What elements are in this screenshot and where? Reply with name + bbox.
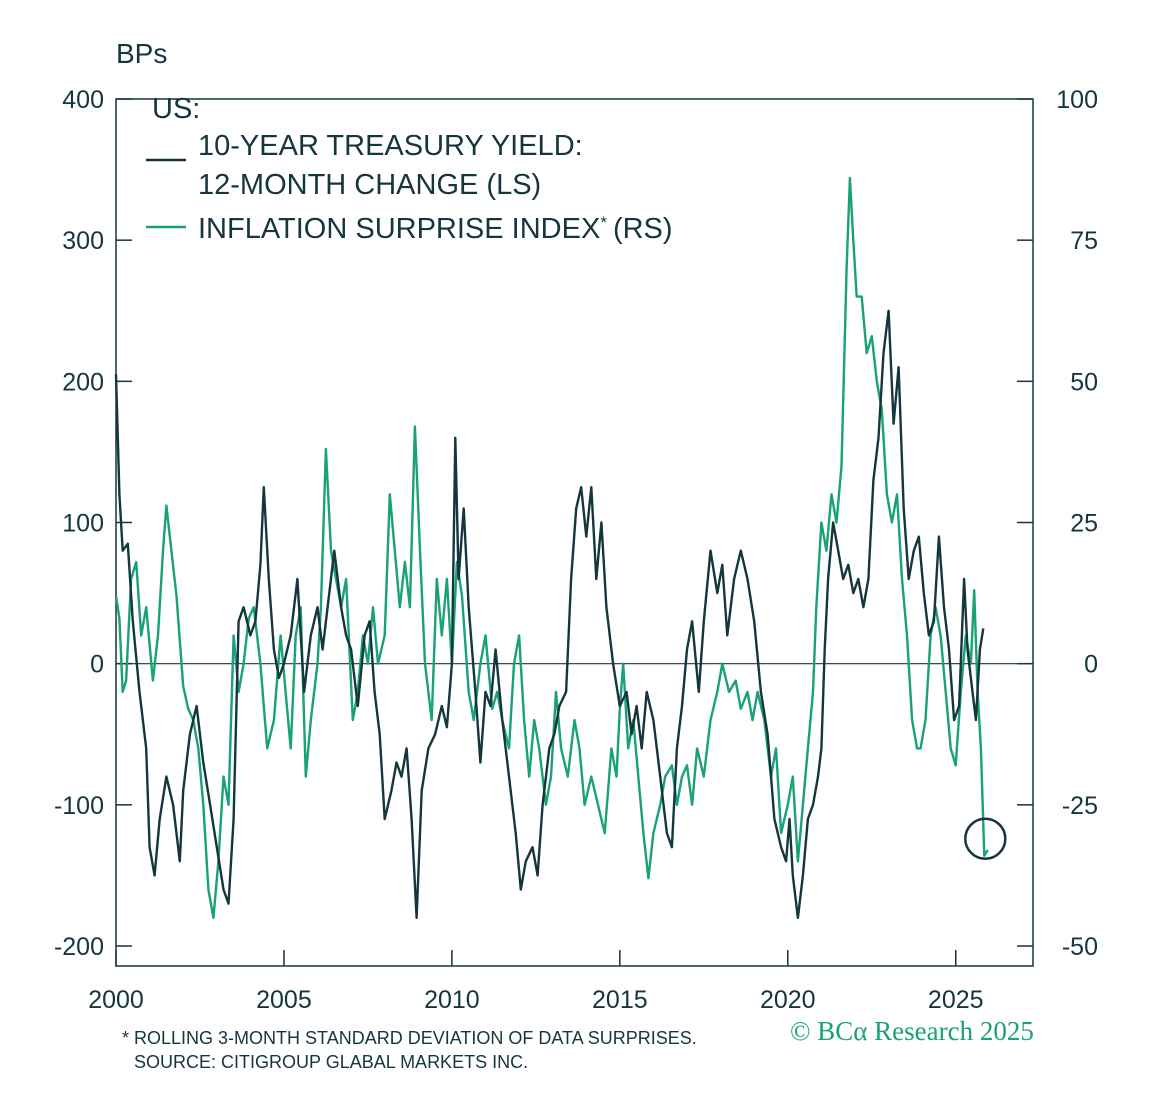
right-tick-label: -50 bbox=[1062, 933, 1098, 961]
legend: US: 10-YEAR TREASURY YIELD: 12-MONTH CHA… bbox=[146, 93, 673, 245]
x-tick-label: 2020 bbox=[760, 986, 816, 1014]
x-tick-label: 2025 bbox=[928, 986, 984, 1014]
series-layer bbox=[114, 176, 989, 919]
legend-label-treasury-line1: 10-YEAR TREASURY YIELD: bbox=[198, 130, 583, 162]
plot-frame bbox=[115, 98, 1034, 967]
right-tick-label: 50 bbox=[1070, 368, 1098, 396]
series-line-inflation bbox=[114, 176, 989, 919]
legend-footnote-marker: * bbox=[600, 213, 607, 232]
left-tick-label: -100 bbox=[54, 792, 104, 820]
right-tick-label: 75 bbox=[1070, 227, 1098, 255]
series-line-treasury bbox=[114, 309, 985, 919]
right-tick-label: 0 bbox=[1084, 651, 1098, 679]
right-tick-label: 25 bbox=[1070, 510, 1098, 538]
legend-label-inflation-suffix: (RS) bbox=[613, 213, 673, 245]
left-tick-label: -200 bbox=[54, 933, 104, 961]
source-note: SOURCE: CITIGROUP GLABAL MARKETS INC. bbox=[134, 1052, 528, 1072]
tick-layer: -200 -100 0 100 200 300 400 -50 -25 0 25 50 75 100 200… bbox=[54, 86, 1098, 1014]
x-tick-label: 2015 bbox=[592, 986, 648, 1014]
legend-region-label: US: bbox=[152, 93, 200, 125]
x-tick-label: 2000 bbox=[88, 986, 144, 1014]
left-tick-label: 300 bbox=[62, 227, 104, 255]
left-tick-label: 400 bbox=[62, 86, 104, 114]
latest-reading-circle bbox=[964, 817, 1007, 860]
legend-label-treasury-line2: 12-MONTH CHANGE (LS) bbox=[198, 169, 541, 201]
left-tick-label: 200 bbox=[62, 368, 104, 396]
left-tick-label: 100 bbox=[62, 510, 104, 538]
annotation-layer bbox=[964, 817, 1007, 860]
left-tick-label: 0 bbox=[90, 651, 104, 679]
left-axis-unit: BPs bbox=[116, 38, 167, 69]
right-tick-label: 100 bbox=[1056, 86, 1098, 114]
x-tick-label: 2005 bbox=[256, 986, 312, 1014]
credit: © BCα Research 2025 bbox=[790, 1016, 1034, 1046]
x-tick-label: 2010 bbox=[424, 986, 480, 1014]
legend-label-inflation-name: INFLATION SURPRISE INDEX bbox=[198, 213, 600, 245]
right-tick-label: -25 bbox=[1062, 792, 1098, 820]
footnote: * ROLLING 3-MONTH STANDARD DEVIATION OF … bbox=[122, 1028, 697, 1048]
legend-label-inflation: INFLATION SURPRISE INDEX* (RS) bbox=[198, 213, 673, 245]
